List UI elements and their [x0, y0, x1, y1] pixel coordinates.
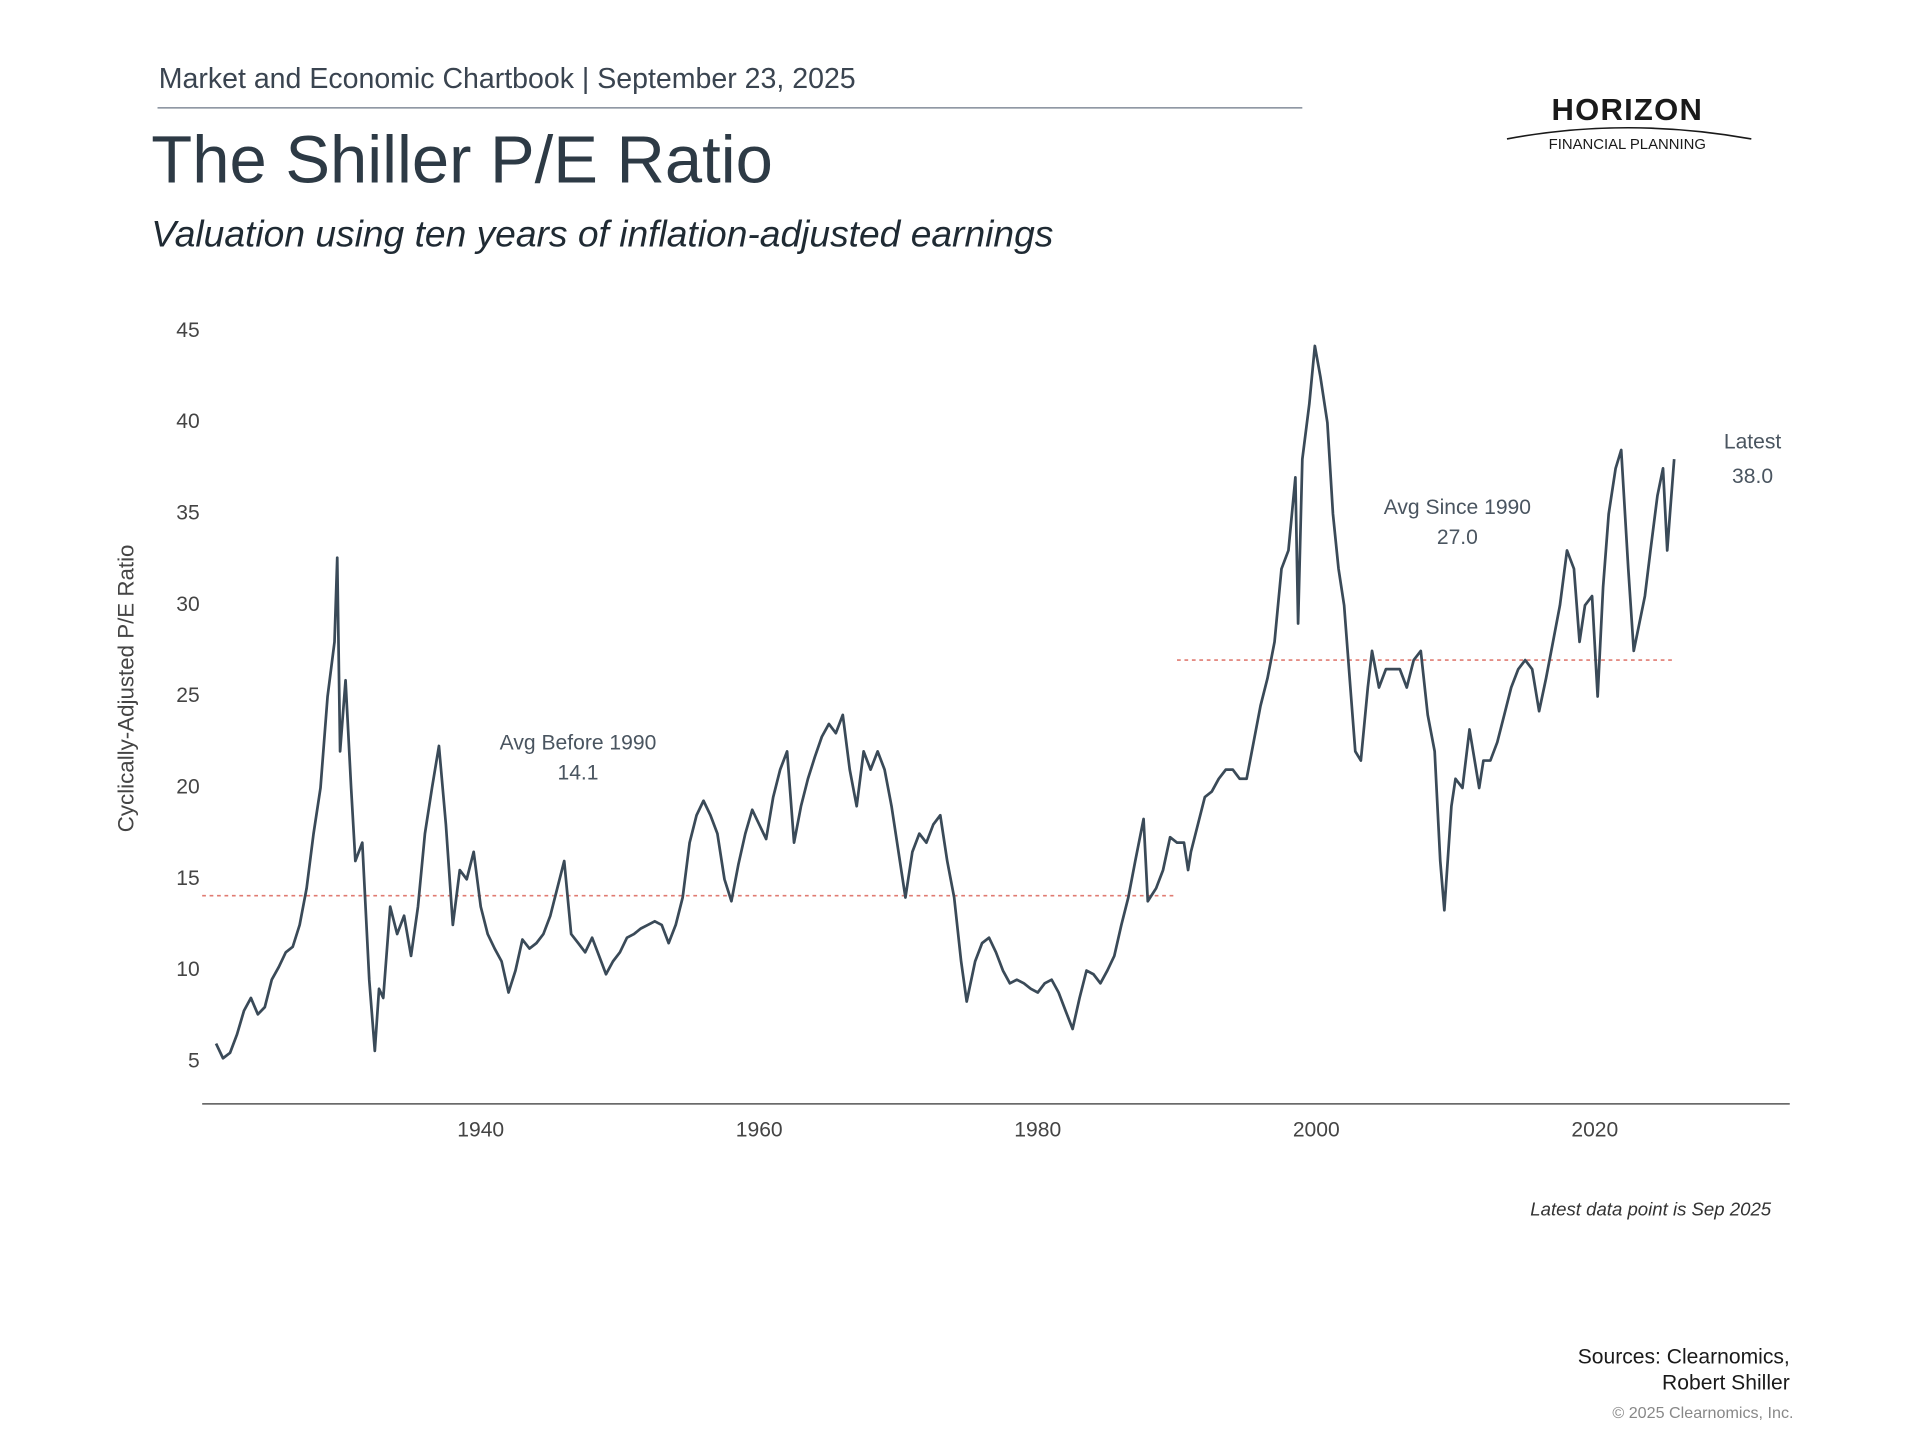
header: Market and Economic Chartbook | Septembe…: [159, 63, 856, 95]
y-tick-label: 35: [176, 502, 199, 525]
y-tick-label: 5: [188, 1049, 200, 1072]
x-tick-label: 1980: [1014, 1119, 1061, 1142]
y-tick-label: 20: [176, 775, 199, 798]
x-tick-label: 2000: [1293, 1119, 1340, 1142]
source: Robert Shiller: [1662, 1372, 1790, 1395]
y-axis-label: Cyclically-Adjusted P/E Ratio: [114, 545, 139, 833]
x-tick-label: 2020: [1571, 1119, 1618, 1142]
logo-swoosh: [1506, 126, 1752, 140]
y-tick-label: 25: [176, 684, 199, 707]
chart-title: The Shiller P/E Ratio: [151, 123, 773, 198]
logo-tagline: FINANCIAL PLANNING: [1549, 137, 1706, 153]
y-tick-label: 10: [176, 958, 199, 981]
annotation-value: 14.1: [557, 762, 598, 785]
annotation-label: Avg Since 1990: [1384, 496, 1531, 519]
y-tick-label: 30: [176, 593, 199, 616]
logo-name: HORIZON: [1551, 92, 1703, 127]
x-tick-label: 1940: [457, 1119, 504, 1142]
y-tick-label: 15: [176, 867, 199, 890]
x-tick-label: 1960: [736, 1119, 783, 1142]
annotation-label: Avg Before 1990: [500, 732, 657, 755]
y-tick-label: 40: [176, 410, 199, 433]
footnote: Latest data point is Sep 2025: [1530, 1198, 1772, 1219]
latest-value: 38.0: [1732, 465, 1773, 488]
source: Sources: Clearnomics,: [1578, 1346, 1790, 1369]
series-line: [214, 344, 1676, 1060]
chart-subtitle: Valuation using ten years of inflation-a…: [151, 213, 1053, 255]
annotation-value: 27.0: [1437, 526, 1478, 549]
y-tick-label: 45: [176, 319, 199, 342]
logo: HORIZON FINANCIAL PLANNING: [1506, 92, 1752, 153]
latest-label: Latest: [1724, 430, 1782, 453]
copyright: © 2025 Clearnomics, Inc.: [1612, 1404, 1793, 1422]
